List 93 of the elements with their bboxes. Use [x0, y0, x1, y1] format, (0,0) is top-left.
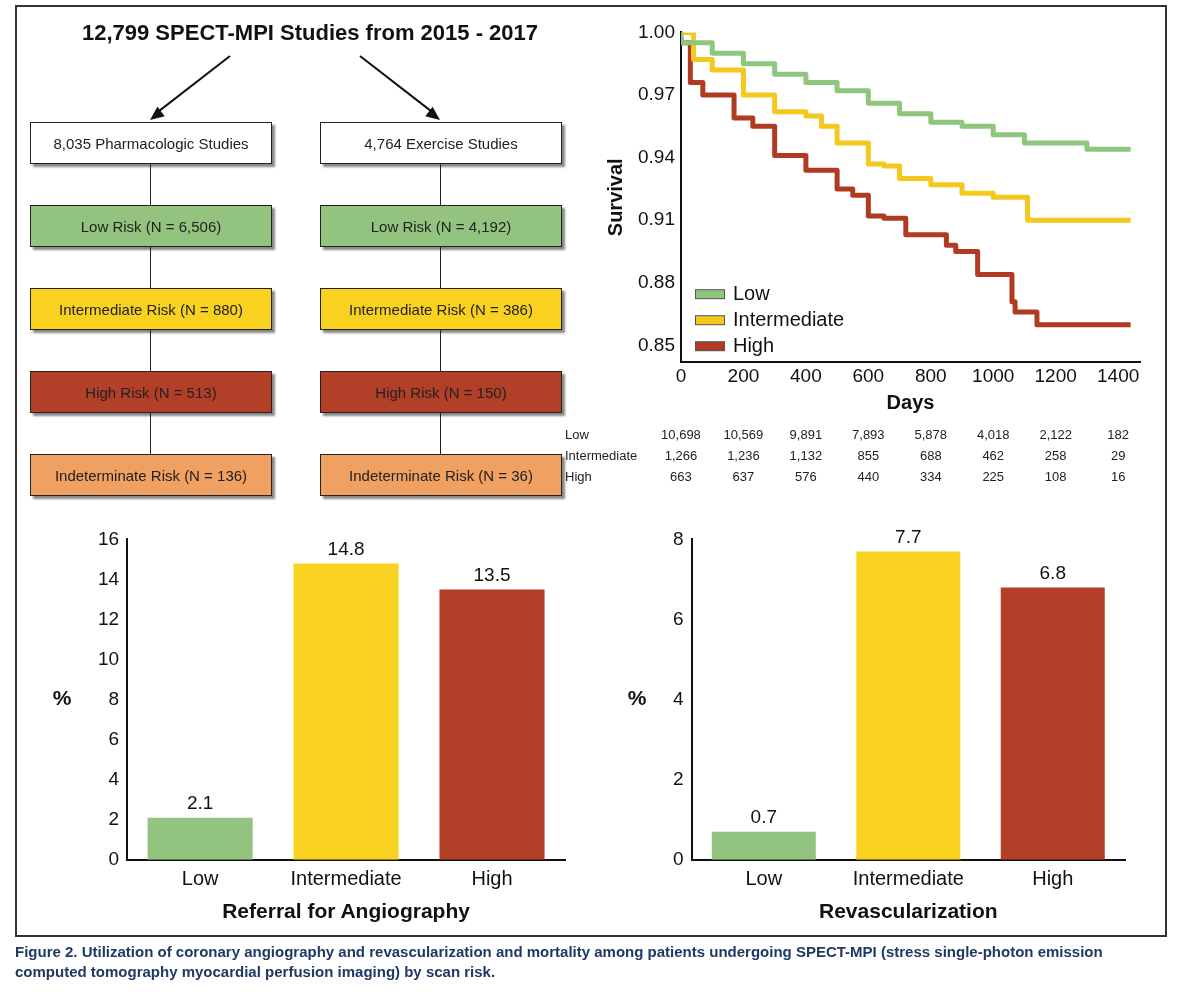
y-tick-label: 12	[97, 607, 120, 629]
text: Intermediate	[565, 448, 638, 463]
text: 8,035 Pharmacologic Studies	[30, 122, 272, 164]
y-tick-label: 0	[672, 848, 684, 870]
text: 1,132	[788, 448, 824, 463]
data-label: 14.8	[327, 538, 365, 560]
x-tick-label: Low	[745, 867, 783, 890]
y-tick-label: 0.94	[638, 145, 676, 167]
x-tick-label: 1400	[1097, 364, 1140, 386]
bar	[1000, 587, 1105, 860]
text: Low Risk (N = 6,506)	[30, 205, 272, 247]
y-tick-label: 4	[108, 767, 120, 789]
x-tick-label: 400	[790, 364, 822, 386]
text: 2,122	[1038, 427, 1073, 442]
text: 5,878	[913, 427, 949, 442]
x-tick-label: Intermediate	[290, 867, 402, 890]
x-tick-label: 1200	[1034, 364, 1077, 386]
y-tick-label: 2	[108, 807, 120, 829]
text: Intermediate Risk (N = 880)	[30, 288, 272, 330]
text: 462	[981, 448, 1006, 463]
text: 855	[856, 448, 881, 463]
x-axis-title: Referral for Angiography	[222, 899, 471, 923]
text: 182	[1106, 427, 1130, 442]
text: Low Risk (N = 4,192)	[320, 205, 562, 247]
y-axis-title: %	[627, 686, 647, 710]
y-tick-label: 0.97	[638, 83, 675, 105]
bar	[147, 817, 253, 860]
text: 10,569	[722, 427, 765, 442]
text: 12,799 SPECT-MPI Studies from 2015 - 2017	[80, 20, 540, 46]
text: 1,266	[663, 448, 699, 463]
data-label: 13.5	[473, 564, 511, 586]
text: High Risk (N = 513)	[30, 371, 272, 413]
x-tick-label: 1000	[972, 364, 1015, 386]
y-tick-label: 8	[108, 687, 120, 709]
text: 663	[669, 469, 693, 484]
text: High Risk (N = 150)	[320, 371, 562, 413]
y-axis-title: Survival	[603, 158, 626, 237]
text: 16	[1109, 469, 1127, 484]
text: Intermediate Risk (N = 386)	[320, 288, 562, 330]
bar	[711, 831, 816, 860]
legend-label: High	[732, 333, 775, 356]
y-tick-label: 6	[672, 607, 684, 629]
text: 108	[1043, 469, 1068, 484]
y-tick-label: 0	[108, 848, 120, 870]
text: 7,893	[851, 427, 886, 442]
text: 688	[918, 448, 943, 463]
y-tick-label: 0.91	[638, 208, 675, 230]
y-tick-label: 6	[108, 727, 120, 749]
y-tick-label: 8	[672, 527, 684, 549]
text: High	[565, 469, 592, 484]
x-tick-label: 600	[852, 364, 885, 386]
x-tick-label: Intermediate	[852, 867, 964, 890]
y-tick-label: 2	[672, 767, 684, 789]
y-tick-label: 14	[97, 567, 120, 589]
legend-label: Low	[732, 281, 771, 304]
y-tick-label: 1.00	[638, 20, 675, 42]
text: 4,018	[975, 427, 1011, 442]
y-axis-title: %	[52, 686, 72, 710]
text: Low	[565, 427, 589, 442]
text: Indeterminate Risk (N = 36)	[320, 454, 562, 496]
bar	[293, 563, 399, 860]
x-tick-label: High	[1032, 867, 1074, 890]
data-label: 6.8	[1039, 562, 1066, 584]
data-label: 7.7	[895, 526, 922, 548]
text: 225	[981, 469, 1006, 484]
text: 29	[1109, 448, 1127, 463]
text: 637	[731, 469, 756, 484]
x-tick-label: 200	[727, 364, 760, 386]
text: 258	[1043, 448, 1068, 463]
y-tick-label: 16	[97, 527, 120, 549]
text: Indeterminate Risk (N = 136)	[30, 454, 272, 496]
x-axis-title: Revascularization	[818, 899, 998, 923]
data-label: 2.1	[186, 792, 214, 814]
y-tick-label: 0.85	[638, 333, 675, 355]
text: 440	[856, 469, 881, 484]
bar	[856, 551, 961, 860]
text: 334	[918, 469, 943, 484]
data-label: 0.7	[750, 806, 778, 828]
legend-label: Intermediate	[732, 307, 845, 330]
x-tick-label: High	[471, 867, 513, 890]
text: 576	[794, 469, 818, 484]
x-tick-label: Low	[181, 867, 220, 890]
y-tick-label: 10	[97, 647, 120, 669]
x-axis-title: Days	[886, 390, 935, 413]
caption: Figure 2. Utilization of coronary angiography and revascularization and mortality among patients undergoing SPECT-MPI (stress single-photon emission computed tomography myocardial perfusion imaging) by scan risk.	[15, 942, 1104, 982]
y-tick-label: 0.88	[638, 271, 675, 293]
text: 9,891	[788, 427, 824, 442]
x-tick-label: 800	[914, 364, 947, 386]
text: 4,764 Exercise Studies	[320, 122, 562, 164]
y-tick-label: 4	[672, 687, 684, 709]
bar	[439, 589, 545, 860]
text: 1,236	[726, 448, 761, 463]
text: 10,698	[660, 427, 702, 442]
